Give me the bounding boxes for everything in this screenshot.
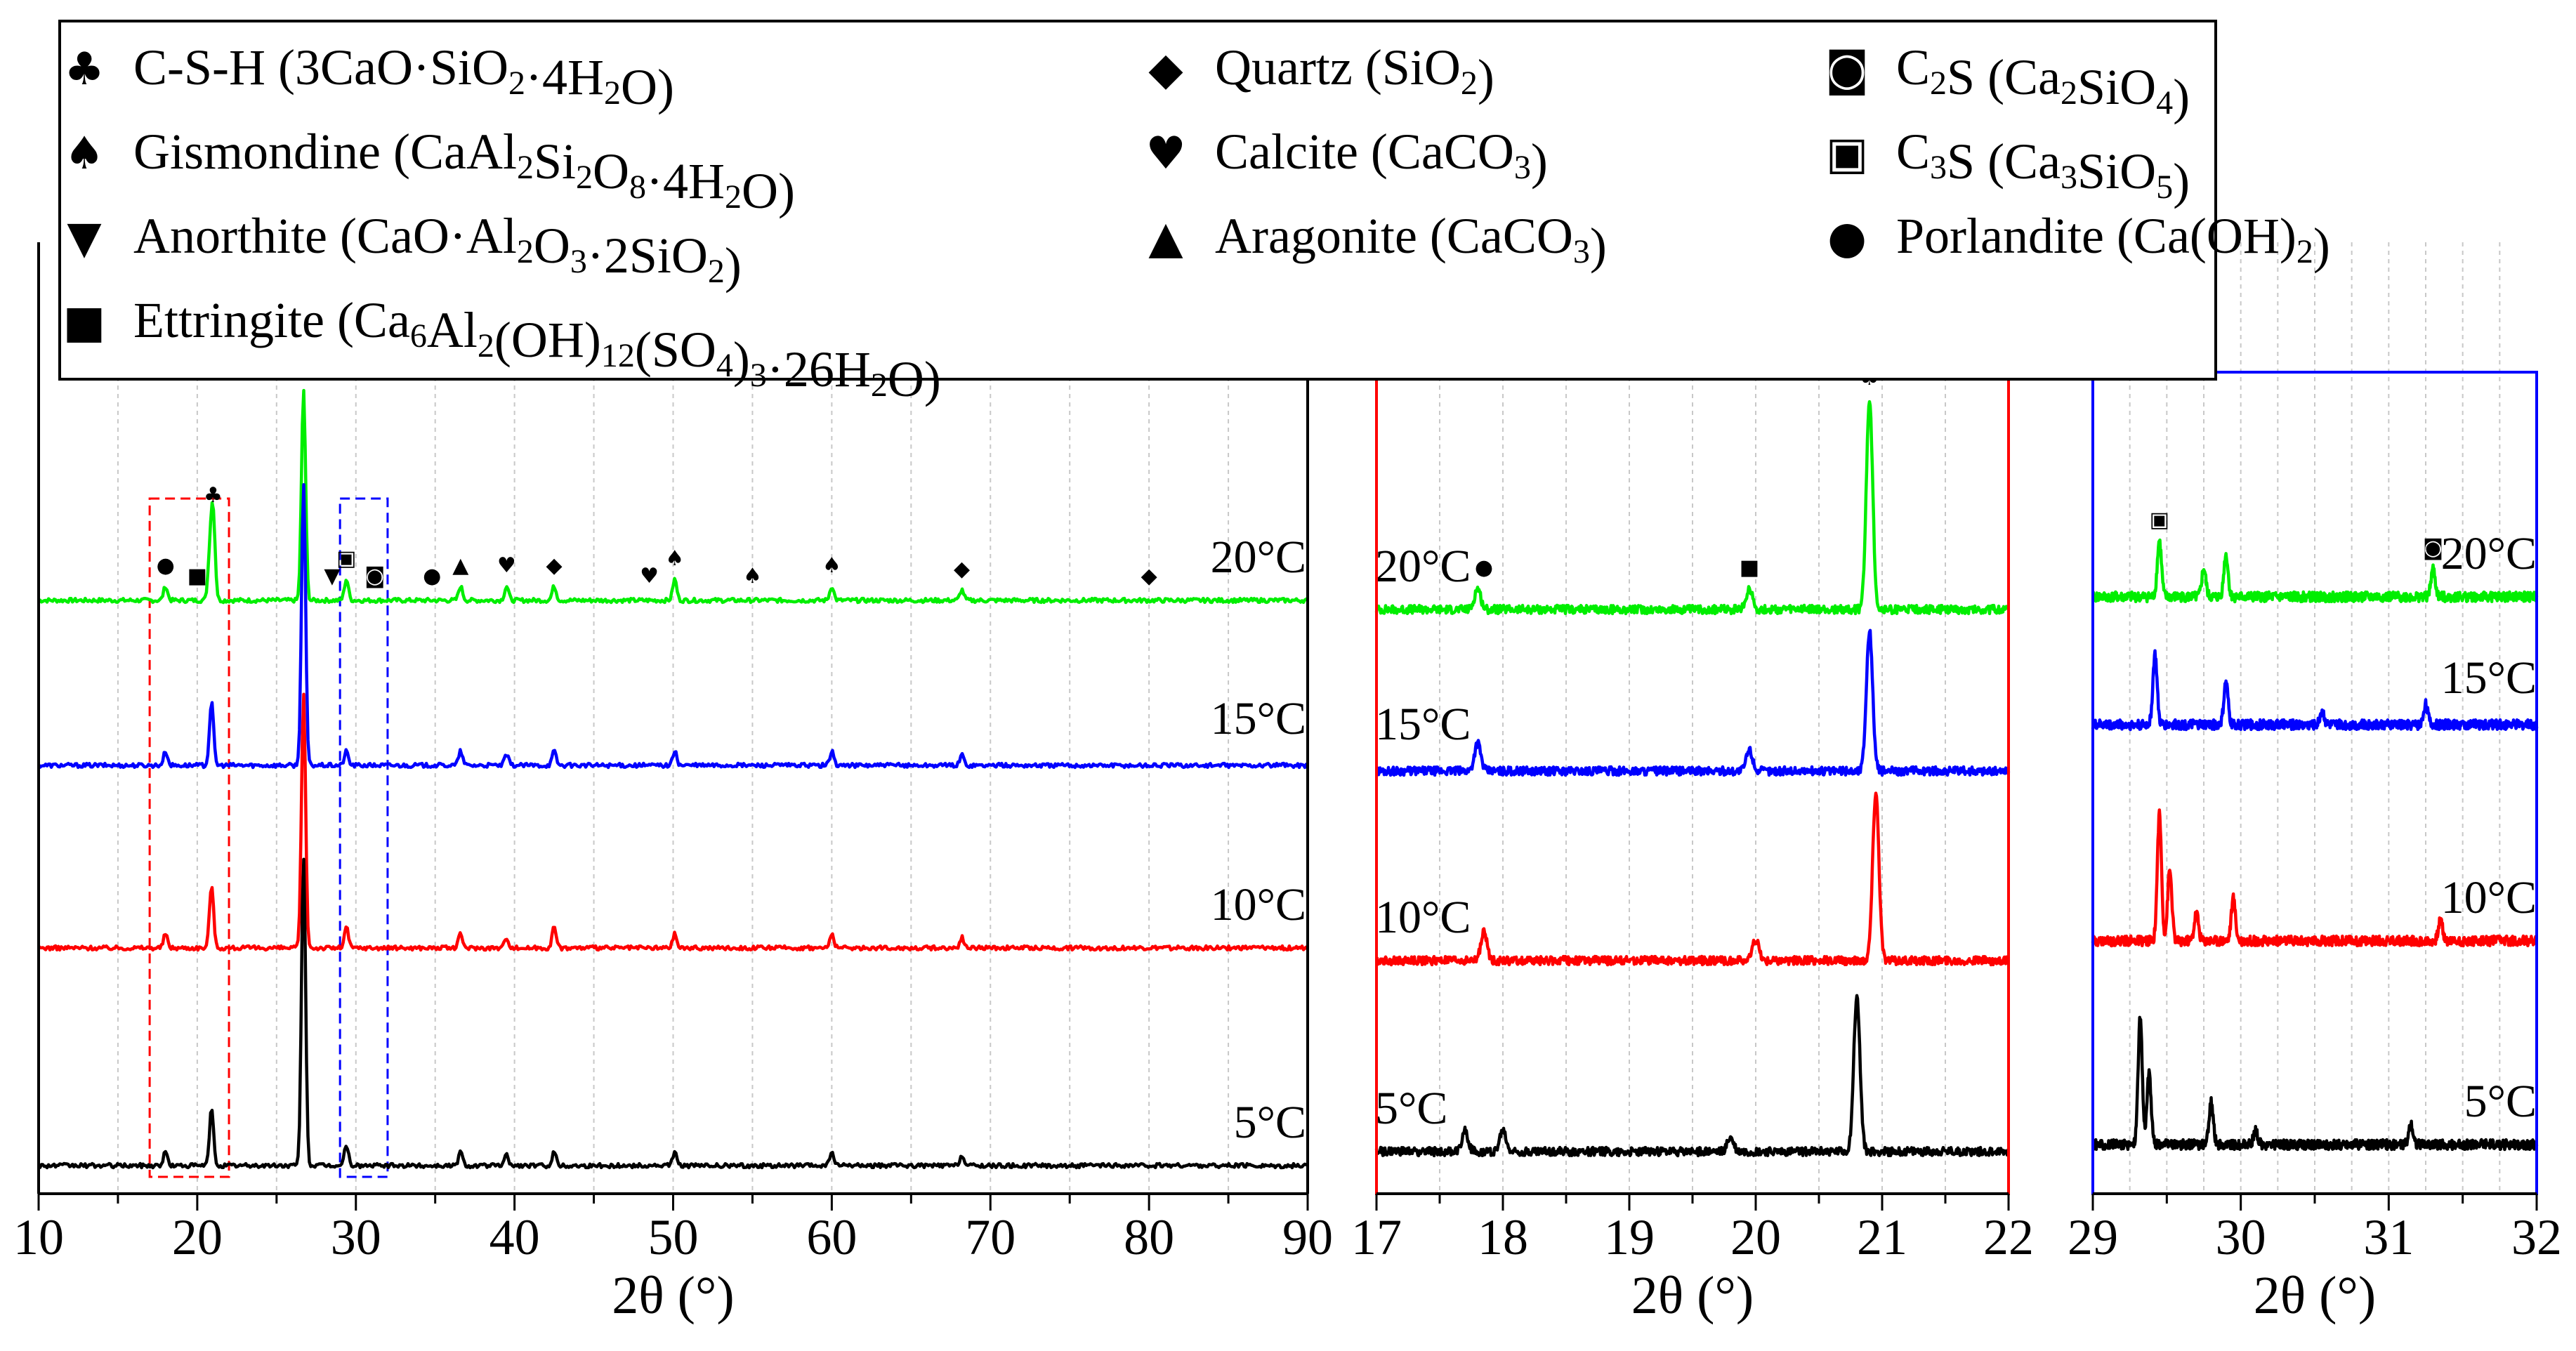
series-label: 5°C — [1234, 1097, 1306, 1148]
series-label: 10°C — [1375, 892, 1471, 943]
x-tick-label: 70 — [965, 1209, 1016, 1265]
series-line-10°C — [1374, 791, 2011, 967]
x-tick-label: 30 — [331, 1209, 381, 1265]
x-tick-label: 80 — [1124, 1209, 1174, 1265]
series-label: 5°C — [2464, 1076, 2537, 1127]
series-label: 5°C — [1375, 1083, 1447, 1134]
x-tick-label: 10 — [13, 1209, 64, 1265]
series-line-5°C — [38, 857, 1308, 1170]
peak-marker: ▣ — [336, 546, 356, 571]
x-tick-label: 20 — [172, 1209, 223, 1265]
diamond-icon: ◆ — [1148, 44, 1183, 95]
legend: ♣ C-S-H (3CaO·SiO2·4H2O) ♠ Gismondine (CaAl… — [58, 20, 2330, 407]
circled-dot-square-icon: ◙ — [1825, 44, 1869, 95]
triangle-icon: ▲ — [1148, 212, 1183, 264]
peak-marker: ♥ — [497, 553, 516, 578]
legend-entry-text: Ettringite (Ca6Al2(OH)12(SO4)3·26H2O) — [133, 292, 941, 407]
legend-entry-text: Anorthite (CaO·Al2O3·2SiO2) — [133, 208, 742, 294]
peak-marker: ● — [157, 553, 175, 578]
series-label: 15°C — [2441, 652, 2537, 704]
legend-entry-text: C-S-H (3CaO·SiO2·4H2O) — [133, 39, 674, 115]
series-line-15°C — [1375, 628, 2011, 777]
series-line-20°C — [2091, 538, 2539, 604]
legend-entry-text: Quartz (SiO2) — [1215, 39, 1494, 105]
legend-entry-text: C3S (Ca3SiO5) — [1896, 124, 2190, 209]
x-tick-label: 22 — [1983, 1209, 2034, 1265]
peak-marker: ▣ — [2150, 508, 2169, 532]
series-line-20°C — [1374, 400, 2010, 616]
series-line-10°C — [2091, 808, 2538, 948]
x-axis-label: 2θ (°) — [2254, 1266, 2376, 1325]
legend-entry-text: C2S (Ca2SiO4) — [1896, 39, 2190, 125]
x-tick-label: 32 — [2511, 1209, 2562, 1265]
series-label: 10°C — [1211, 879, 1306, 930]
series-label: 20°C — [2441, 528, 2537, 579]
x-tick-label: 31 — [2363, 1209, 2414, 1265]
peak-marker: ♥ — [640, 564, 659, 588]
series-label: 20°C — [1375, 541, 1471, 592]
peak-marker: ◆ — [954, 557, 970, 581]
series-line-5°C — [1374, 994, 2010, 1158]
peak-marker: ■ — [1740, 555, 1759, 580]
legend-box — [58, 20, 2217, 381]
series-label: 10°C — [2441, 872, 2537, 923]
x-tick-label: 18 — [1478, 1209, 1528, 1265]
peak-marker: ♠ — [665, 546, 684, 571]
series-label: 15°C — [1211, 693, 1306, 744]
x-tick-label: 21 — [1857, 1209, 1907, 1265]
x-axis-label: 2θ (°) — [1631, 1266, 1754, 1325]
peak-marker: ♠ — [822, 553, 841, 578]
panel-zoom-29-32: 20°C 15°C 10°C 5°C ▣ ◙ 29 30 31 32 2θ (°) — [2068, 242, 2562, 1325]
legend-entry-text: Aragonite (CaCO3) — [1215, 208, 1607, 274]
hollow-square-icon: ▣ — [1826, 128, 1868, 180]
peak-marker: ▲ — [452, 553, 468, 578]
series-line-15°C — [37, 482, 1309, 770]
legend-entry-text: Porlandite (Ca(OH)2) — [1896, 208, 2330, 274]
peak-marker: ◆ — [546, 553, 563, 578]
club-icon: ♣ — [64, 44, 104, 95]
peak-marker: ◙ — [2423, 536, 2443, 560]
peak-marker: ▼ — [324, 564, 340, 588]
spade-icon: ♠ — [64, 128, 104, 180]
series-line-20°C — [38, 388, 1308, 605]
peak-marker: ◆ — [1141, 564, 1157, 588]
peak-marker: ● — [423, 564, 441, 588]
x-tick-label: 90 — [1282, 1209, 1333, 1265]
peak-marker: ■ — [188, 564, 207, 588]
legend-entry-text: Calcite (CaCO3) — [1215, 124, 1548, 190]
down-triangle-icon: ▼ — [67, 212, 102, 264]
series-label: 20°C — [1211, 532, 1306, 583]
series-label: 15°C — [1375, 699, 1471, 750]
x-tick-label: 20 — [1730, 1209, 1781, 1265]
peak-marker: ♠ — [743, 564, 762, 588]
x-tick-label: 19 — [1604, 1209, 1655, 1265]
x-tick-label: 29 — [2068, 1209, 2118, 1265]
x-tick-label: 50 — [648, 1209, 699, 1265]
series-line-5°C — [2091, 1015, 2539, 1152]
circle-icon: ● — [1827, 212, 1867, 264]
panel-main: 20°C15°C10°C5°C●■♣◆▼▣◙●▲♥◆♥♠♠♠◆◆10203040… — [13, 242, 1333, 1325]
x-tick-label: 17 — [1351, 1209, 1402, 1265]
heart-icon: ♥ — [1145, 128, 1185, 180]
square-icon: ■ — [63, 296, 105, 348]
x-axis-label: 2θ (°) — [612, 1266, 734, 1325]
peak-marker: ● — [1475, 555, 1493, 580]
peak-marker: ♣ — [204, 483, 223, 508]
series-line-10°C — [37, 692, 1309, 952]
legend-entry-text: Gismondine (CaAl2Si2O8·4H2O) — [133, 124, 795, 219]
x-tick-label: 30 — [2216, 1209, 2266, 1265]
x-tick-label: 40 — [489, 1209, 540, 1265]
highlight-box-0 — [148, 497, 230, 1178]
x-tick-label: 60 — [806, 1209, 857, 1265]
peak-marker: ◙ — [364, 564, 385, 588]
series-line-15°C — [2091, 649, 2539, 732]
highlight-box-1 — [339, 497, 389, 1178]
